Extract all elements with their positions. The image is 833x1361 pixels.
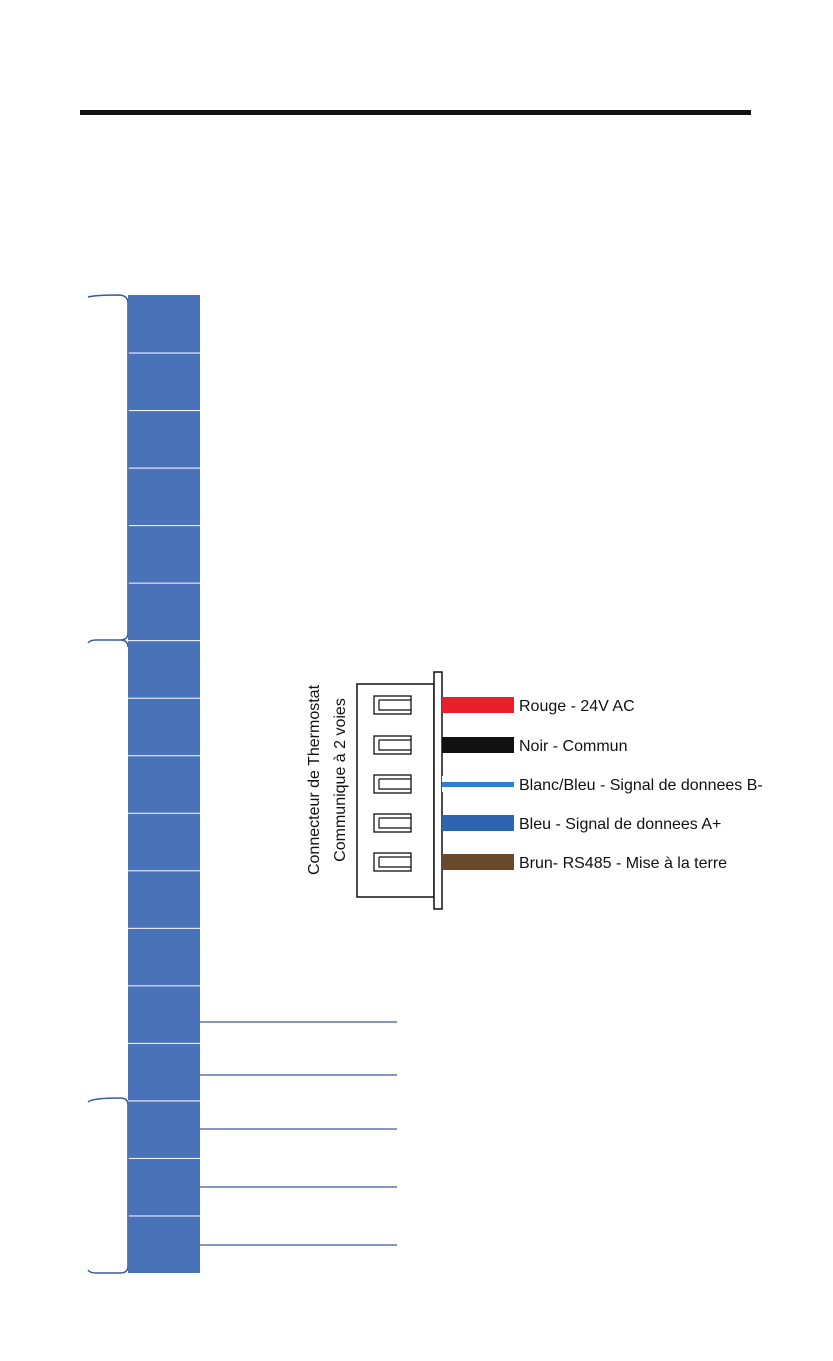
- tab: [128, 1216, 200, 1273]
- pins: [373, 695, 412, 872]
- wire-stripe: [442, 782, 514, 787]
- wires: Rouge - 24V AC Noir - Commun Blanc/Bleu - …: [442, 697, 763, 872]
- pin-inner: [378, 856, 411, 868]
- tab-column: [128, 295, 200, 1273]
- connector: Connecteur de Thermostat Communique à 2 …: [306, 671, 763, 910]
- connector-title: Connecteur de Thermostat: [306, 684, 323, 875]
- top-rule: [80, 110, 751, 115]
- pin-inner: [378, 739, 411, 751]
- wire-label: Brun- RS485 - Mise à la terre: [519, 855, 727, 872]
- bracket: [87, 294, 129, 648]
- wire-label: Blanc/Bleu - Signal de donnees B-: [519, 777, 763, 794]
- wire-label: Noir - Commun: [519, 738, 627, 755]
- tab: [128, 411, 200, 468]
- tab: [128, 871, 200, 928]
- tab-lines: [200, 1021, 397, 1246]
- tab: [128, 928, 200, 986]
- tab: [128, 756, 200, 813]
- wire: [442, 815, 514, 831]
- tab: [128, 1101, 200, 1158]
- pin-inner: [378, 699, 411, 711]
- wire: [442, 737, 514, 753]
- pin-inner: [378, 817, 411, 829]
- wire: [442, 697, 514, 713]
- connector-title: Communique à 2 voies: [332, 698, 349, 862]
- tab: [128, 583, 200, 641]
- tab: [128, 295, 200, 353]
- tab: [128, 986, 200, 1043]
- tab: [128, 1158, 200, 1216]
- pin-inner: [378, 778, 411, 790]
- tab: [128, 526, 200, 583]
- tab: [128, 1043, 200, 1101]
- wire-label: Bleu - Signal de donnees A+: [519, 816, 721, 833]
- bracket: [87, 1097, 129, 1274]
- tab: [128, 641, 200, 698]
- tab: [128, 698, 200, 756]
- connector-flange: [433, 671, 443, 910]
- wire-label: Rouge - 24V AC: [519, 698, 635, 715]
- tab: [128, 468, 200, 526]
- wire: [442, 854, 514, 870]
- tab: [128, 353, 200, 411]
- tab: [128, 813, 200, 871]
